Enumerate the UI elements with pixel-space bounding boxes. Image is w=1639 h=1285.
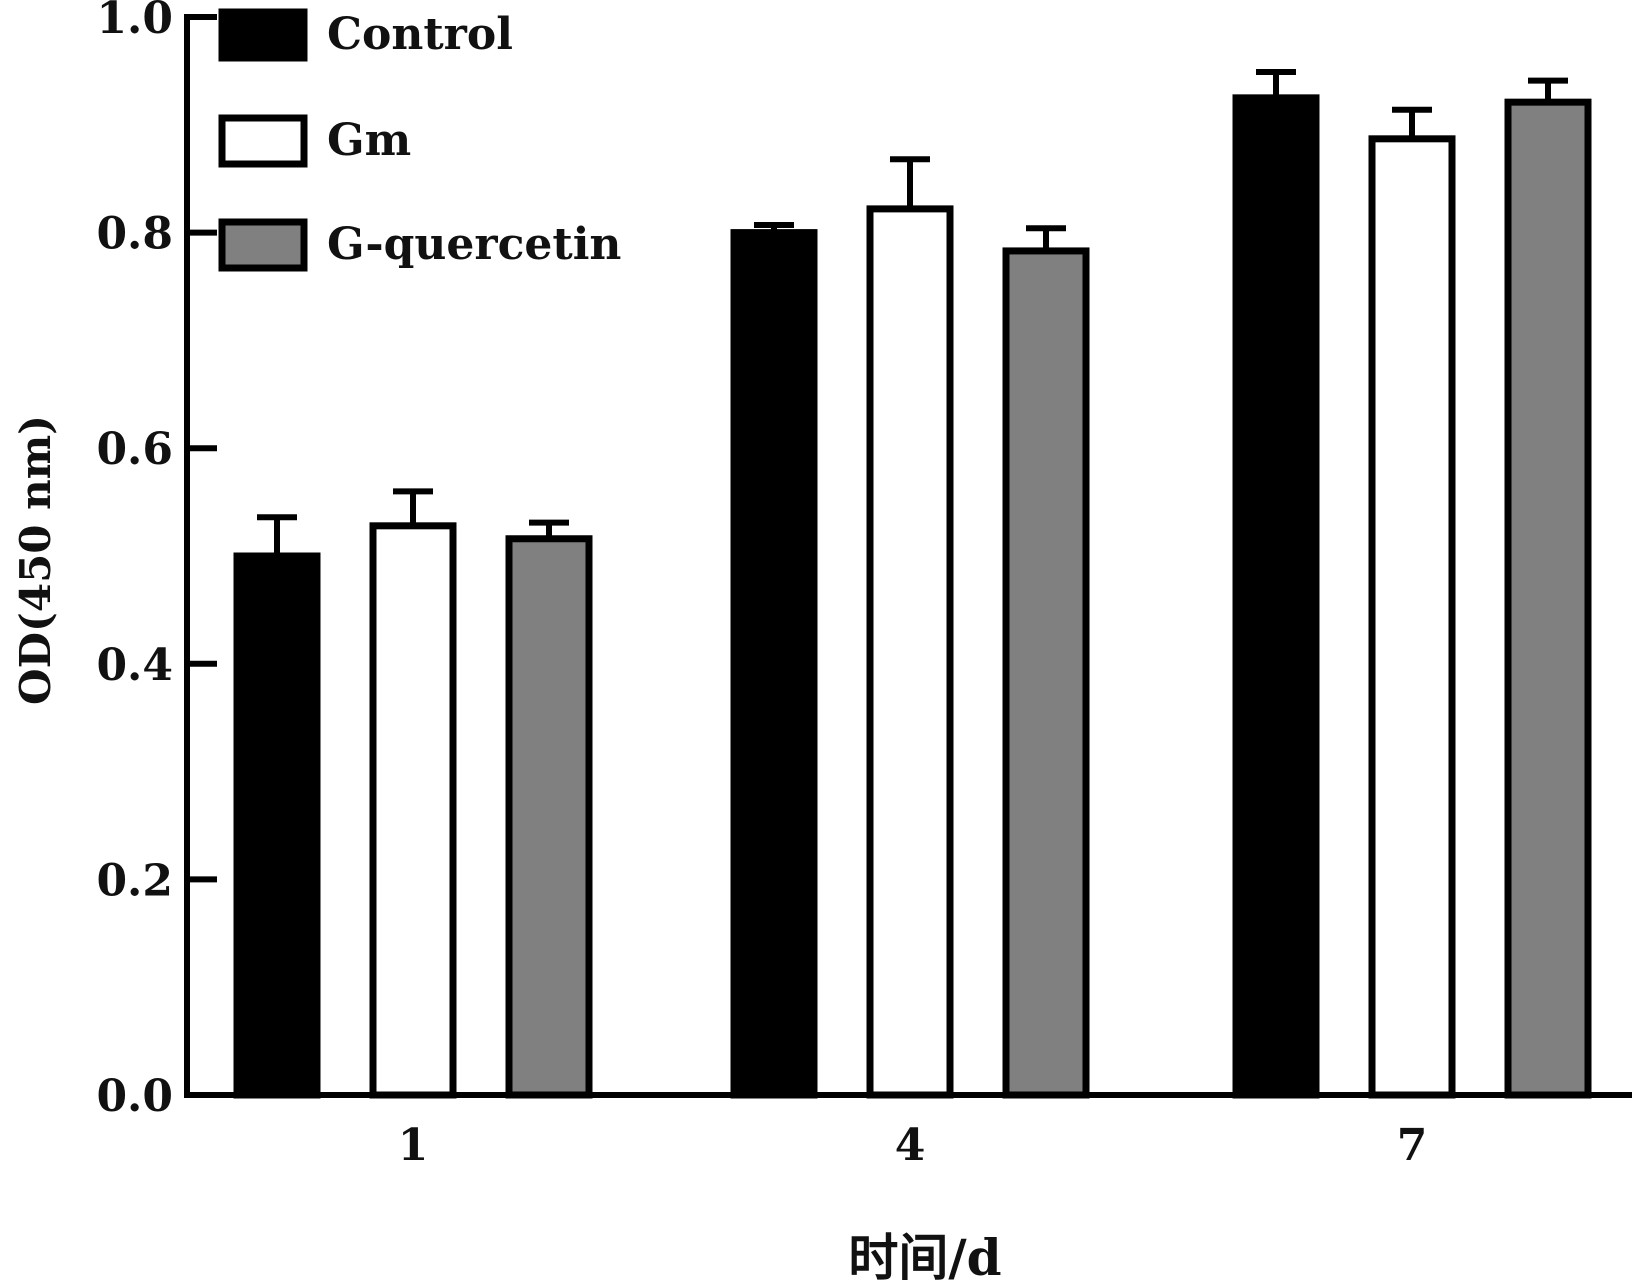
- legend-label: Gm: [327, 115, 411, 166]
- bars: [233, 68, 1592, 1099]
- x-tick-label: 1: [398, 1120, 429, 1171]
- y-tick-label: 0.6: [96, 424, 173, 475]
- bar: [730, 229, 818, 1099]
- y-tick-label: 0.4: [96, 640, 173, 691]
- legend-swatch: [218, 114, 308, 168]
- y-axis-label: OD(450 nm): [11, 415, 60, 705]
- bar: [1368, 135, 1456, 1099]
- bar: [1232, 94, 1320, 1099]
- bar: [1002, 247, 1090, 1099]
- y-tick-label: 0.8: [96, 209, 173, 260]
- bar: [233, 552, 321, 1099]
- x-tick-label: 4: [895, 1120, 926, 1171]
- y-tick-label: 1.0: [96, 0, 173, 44]
- bar: [369, 522, 457, 1099]
- x-tick-label: 7: [1397, 1120, 1428, 1171]
- x-axis-label: 时间/d: [848, 1228, 1001, 1285]
- bar: [1504, 98, 1592, 1099]
- legend-label: G-quercetin: [327, 219, 621, 270]
- bar: [505, 535, 593, 1099]
- legend-swatch: [218, 218, 308, 272]
- legend: Control Gm G-quercetin: [218, 8, 621, 272]
- y-tick-label: 0.0: [96, 1071, 173, 1122]
- legend-swatch: [218, 8, 308, 62]
- bar: [866, 205, 954, 1099]
- legend-label: Control: [327, 9, 513, 60]
- y-tick-label: 0.2: [96, 855, 173, 906]
